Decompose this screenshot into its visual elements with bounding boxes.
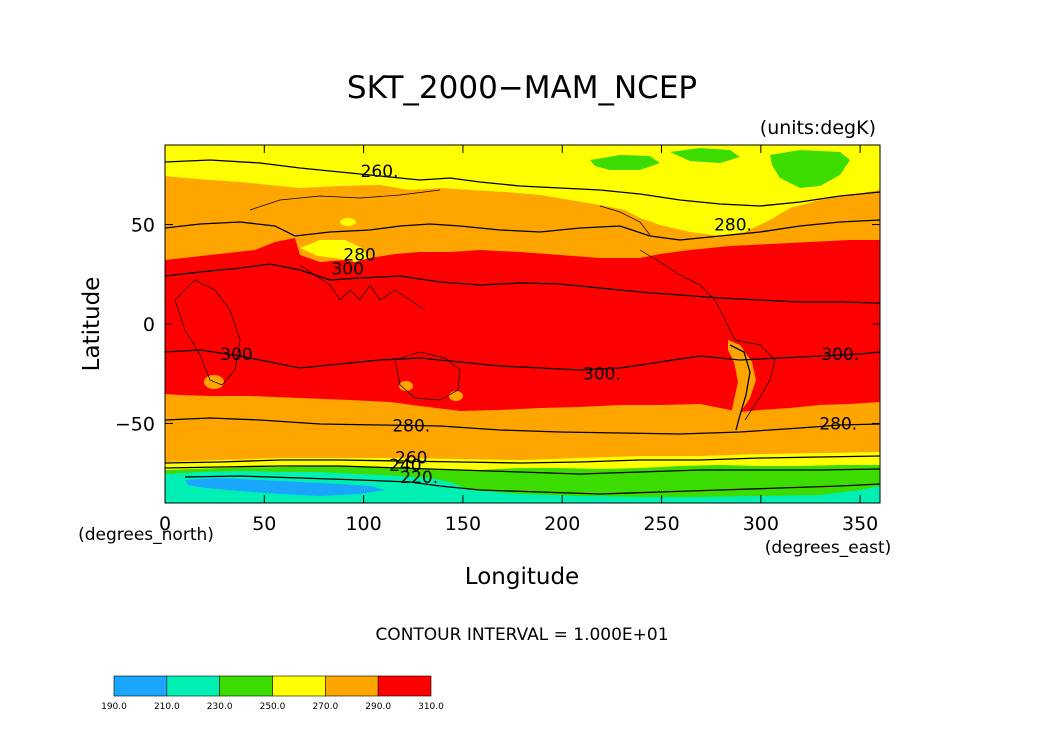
contour-240-south xyxy=(165,465,880,475)
contour-label: 300 xyxy=(220,345,252,365)
colorbar-swatch xyxy=(166,675,220,697)
colorbar-level-label: 230.0 xyxy=(207,702,233,712)
contour-280-south xyxy=(165,417,880,435)
band-arctic xyxy=(165,145,880,236)
contour-andes xyxy=(729,344,751,431)
indian-spot xyxy=(449,391,463,401)
x-tick-label: 0 xyxy=(159,513,171,535)
colorbar-level-label: 210.0 xyxy=(154,702,180,712)
andes-strip xyxy=(728,340,756,433)
x-tick-label: 200 xyxy=(544,513,580,535)
contour-280-north xyxy=(165,219,880,241)
contour-label: 240 xyxy=(389,456,421,476)
x-tick-label: 350 xyxy=(842,513,878,535)
y-tick-label: −50 xyxy=(115,413,155,435)
contour-label: 280. xyxy=(392,416,430,436)
contour-label: 220. xyxy=(400,468,438,488)
x-tick-label: 50 xyxy=(252,513,276,535)
contour-label: 300. xyxy=(583,365,621,385)
coastlines xyxy=(174,189,776,421)
caspian-spot xyxy=(340,218,356,226)
axis-ticks: 0 50 100 150 200 250 300 350 −50 0 50 xyxy=(115,145,880,535)
colorbar-swatch xyxy=(377,675,432,697)
contour-label: 260. xyxy=(361,162,399,182)
australia-spot xyxy=(399,381,413,391)
x-tick-label: 150 xyxy=(445,513,481,535)
band-tropics xyxy=(165,238,880,412)
arctic-cold-patch xyxy=(590,155,660,170)
contour-lines xyxy=(165,159,880,495)
x-tick-label: 100 xyxy=(345,513,381,535)
contour-label: 280. xyxy=(819,414,857,434)
x-units-label: (degrees_east) xyxy=(765,538,892,558)
chart-title: SKT_2000−MAM_NCEP xyxy=(347,70,697,106)
colorbar-level-label: 250.0 xyxy=(260,702,286,712)
contour-interval-text: CONTOUR INTERVAL = 1.000E+01 xyxy=(375,625,668,645)
colorbar-level-label: 190.0 xyxy=(101,702,127,712)
contour-260-north xyxy=(165,159,880,207)
tibet-cold xyxy=(300,240,370,262)
contour-220-south xyxy=(184,475,880,495)
colorbar-level-label: 270.0 xyxy=(312,702,338,712)
x-axis-label: Longitude xyxy=(465,564,579,590)
contour-260-south xyxy=(165,455,880,464)
y-tick-label: 0 xyxy=(143,314,155,336)
colorbar-level-label: 310.0 xyxy=(418,702,444,712)
x-tick-label: 300 xyxy=(743,513,779,535)
y-units-label: (degrees_north) xyxy=(78,525,214,545)
greenland-cold xyxy=(770,150,850,188)
y-tick-label: 50 xyxy=(131,215,155,237)
x-tick-label: 250 xyxy=(643,513,679,535)
y-axis-label: Latitude xyxy=(79,277,105,372)
colorbar-level-label: 290.0 xyxy=(365,702,391,712)
contour-label: 280. xyxy=(714,216,752,236)
colorbar-swatch xyxy=(325,675,379,697)
colorbar-swatch xyxy=(219,675,273,697)
colorbar: 190.0 210.0 230.0 250.0 270.0 290.0 310.0 xyxy=(101,675,444,712)
contour-300-north xyxy=(165,263,880,304)
contour-label: 300 xyxy=(331,259,363,279)
temperature-field xyxy=(165,145,880,503)
colorbar-swatch xyxy=(272,675,326,697)
band-antarctic-blue xyxy=(185,478,385,496)
contour-label: 280 xyxy=(343,245,375,265)
colorbar-swatch xyxy=(113,675,168,697)
units-label: (units:degK) xyxy=(760,117,876,139)
arctic-cold-patch-2 xyxy=(670,148,740,163)
contour-label: 300. xyxy=(821,345,859,365)
contour-label: 260 xyxy=(395,448,427,468)
